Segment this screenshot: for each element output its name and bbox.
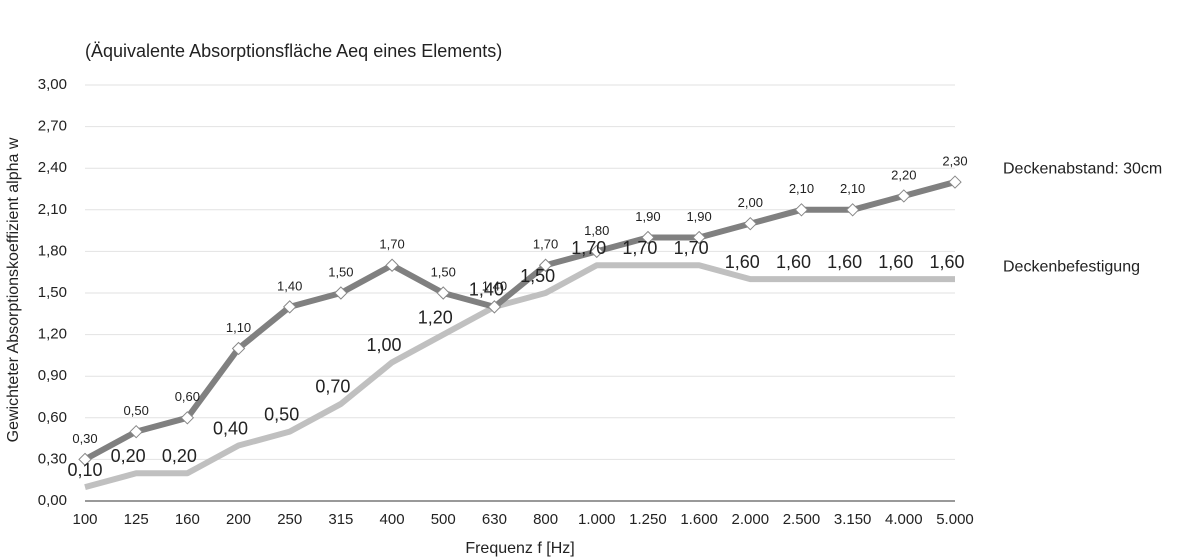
data-label: 0,30 <box>72 431 97 446</box>
marker <box>78 452 92 467</box>
x-tick-label: 100 <box>72 511 97 528</box>
data-label: 1,60 <box>929 252 964 272</box>
chart-title: (Äquivalente Absorptionsfläche Aeq eines… <box>85 41 502 61</box>
y-tick-label: 2,70 <box>38 118 67 135</box>
marker <box>385 258 399 272</box>
x-tick-label: 200 <box>226 511 251 528</box>
marker <box>692 230 706 245</box>
marker <box>334 286 348 300</box>
data-label: 1,50 <box>520 266 555 286</box>
y-axis-label: Gewichteter Absorptionskoeffizient alpha… <box>5 137 22 442</box>
series-line <box>83 179 956 463</box>
marker <box>436 286 450 300</box>
data-label: 1,10 <box>226 320 251 335</box>
data-label: 0,50 <box>264 404 299 424</box>
x-tick-label: 1.000 <box>578 511 616 528</box>
data-label: 2,00 <box>738 195 763 210</box>
y-tick-label: 0,00 <box>38 492 67 509</box>
y-tick-label: 0,60 <box>38 409 67 426</box>
series-line <box>84 262 955 491</box>
legend-label: Deckenbefestigung <box>1003 258 1140 275</box>
y-tick-label: 2,10 <box>38 201 67 218</box>
marker <box>282 300 297 314</box>
data-label: 2,10 <box>789 181 814 196</box>
data-label: 2,10 <box>840 181 865 196</box>
marker <box>487 300 502 314</box>
marker <box>743 216 758 231</box>
marker <box>845 203 860 217</box>
data-label: 0,20 <box>111 446 146 466</box>
data-label: 1,80 <box>584 223 609 238</box>
data-label: 1,70 <box>622 238 657 258</box>
data-label: 1,40 <box>469 280 504 300</box>
data-label: 1,70 <box>379 237 404 252</box>
marker <box>641 230 655 245</box>
marker <box>231 341 246 356</box>
y-tick-label: 1,50 <box>38 284 67 301</box>
data-label: 1,70 <box>674 238 709 258</box>
x-tick-label: 250 <box>277 511 302 528</box>
x-tick-label: 125 <box>124 511 149 528</box>
x-tick-label: 1.250 <box>629 511 667 528</box>
marker <box>590 244 604 259</box>
data-label: 0,10 <box>67 460 102 480</box>
data-label: 1,60 <box>725 252 760 272</box>
data-label: 2,30 <box>942 154 967 169</box>
x-tick-label: 3.150 <box>834 511 872 528</box>
x-tick-label: 4.000 <box>885 511 923 528</box>
marker <box>897 189 911 203</box>
marker <box>794 203 809 217</box>
data-label: 1,20 <box>418 307 453 327</box>
data-label: 0,70 <box>315 377 350 397</box>
x-tick-label: 400 <box>380 511 405 528</box>
marker <box>129 424 143 439</box>
x-tick-label: 160 <box>175 511 200 528</box>
x-tick-label: 2.000 <box>732 511 770 528</box>
y-tick-label: 2,40 <box>38 159 67 176</box>
data-label: 1,40 <box>277 278 302 293</box>
x-tick-label: 500 <box>431 511 456 528</box>
data-label: 1,60 <box>878 252 913 272</box>
x-tick-label: 2.500 <box>783 511 821 528</box>
marker <box>538 258 553 272</box>
x-tick-label: 800 <box>533 511 558 528</box>
data-label: 1,90 <box>635 209 660 224</box>
y-tick-label: 0,90 <box>38 367 67 384</box>
data-label: 0,60 <box>175 389 200 404</box>
data-label: 1,90 <box>686 209 711 224</box>
x-axis-label: Frequenz f [Hz] <box>465 540 574 557</box>
x-tick-label: 630 <box>482 511 507 528</box>
data-label: 0,50 <box>124 403 149 418</box>
data-label: 1,50 <box>328 264 353 279</box>
data-label: 0,40 <box>213 418 248 438</box>
data-label: 2,20 <box>891 167 916 182</box>
y-tick-label: 3,00 <box>38 76 67 93</box>
legend-label: Deckenabstand: 30cm <box>1003 160 1162 177</box>
data-label: 0,20 <box>162 446 197 466</box>
marker <box>180 411 195 425</box>
y-tick-label: 1,80 <box>38 242 67 259</box>
data-label: 1,60 <box>827 252 862 272</box>
x-tick-label: 5.000 <box>936 511 974 528</box>
x-tick-label: 315 <box>328 511 353 528</box>
data-label: 1,50 <box>431 264 456 279</box>
y-tick-label: 0,30 <box>38 450 67 467</box>
data-label: 1,60 <box>776 252 811 272</box>
data-label: 1,40 <box>482 278 507 293</box>
y-tick-label: 1,20 <box>38 326 67 343</box>
data-label: 1,70 <box>571 238 606 258</box>
data-label: 1,00 <box>367 335 402 355</box>
marker <box>948 175 962 189</box>
data-label: 1,70 <box>533 237 558 252</box>
x-tick-label: 1.600 <box>680 511 718 528</box>
